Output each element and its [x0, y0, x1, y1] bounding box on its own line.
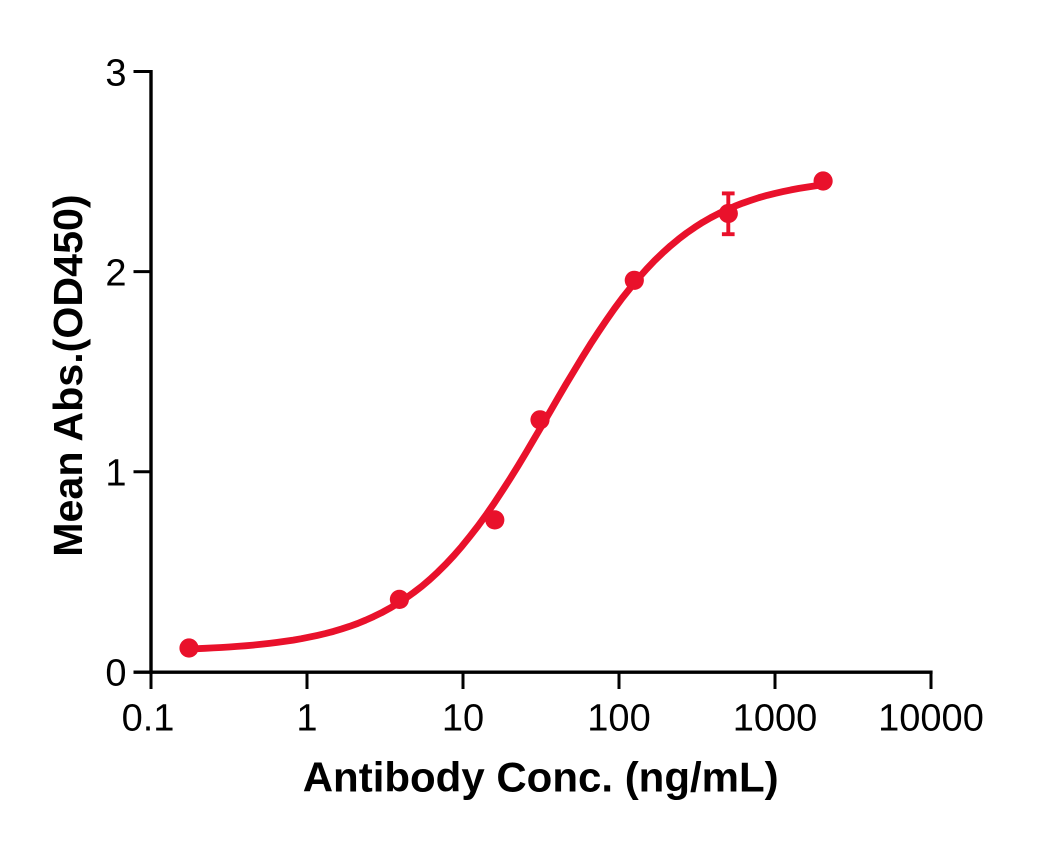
- svg-text:10000: 10000: [878, 698, 984, 740]
- svg-text:1: 1: [296, 698, 317, 740]
- svg-text:100: 100: [587, 698, 650, 740]
- svg-text:0.1: 0.1: [122, 698, 175, 740]
- svg-text:1000: 1000: [733, 698, 818, 740]
- svg-text:3: 3: [105, 53, 126, 95]
- svg-text:1: 1: [105, 453, 126, 495]
- svg-text:Antibody Conc. (ng/mL): Antibody Conc. (ng/mL): [303, 753, 779, 800]
- svg-text:Mean Abs.(OD450): Mean Abs.(OD450): [45, 194, 91, 556]
- svg-text:10: 10: [442, 698, 484, 740]
- svg-text:0: 0: [105, 653, 126, 695]
- svg-text:2: 2: [105, 253, 126, 295]
